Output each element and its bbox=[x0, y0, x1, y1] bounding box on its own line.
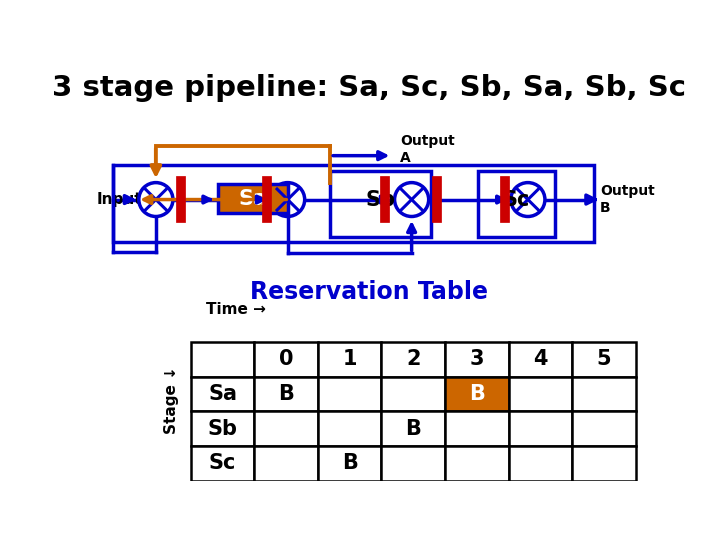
Bar bbox=[318, 342, 382, 377]
Bar bbox=[508, 411, 572, 446]
Text: 2: 2 bbox=[406, 349, 420, 369]
Text: Sa: Sa bbox=[208, 384, 237, 404]
Text: Sb: Sb bbox=[207, 418, 238, 438]
Text: Stage ↓: Stage ↓ bbox=[164, 366, 179, 434]
Bar bbox=[382, 342, 445, 377]
Bar bbox=[218, 184, 287, 213]
Bar bbox=[445, 411, 508, 446]
Bar bbox=[572, 446, 636, 481]
Text: B: B bbox=[342, 453, 358, 473]
Text: Input: Input bbox=[96, 192, 142, 207]
Bar bbox=[191, 446, 254, 481]
Text: 4: 4 bbox=[533, 349, 547, 369]
Bar bbox=[318, 446, 382, 481]
Bar bbox=[572, 342, 636, 377]
Text: Sb: Sb bbox=[366, 190, 395, 210]
Text: 3: 3 bbox=[469, 349, 484, 369]
Circle shape bbox=[395, 183, 428, 217]
Text: B: B bbox=[278, 384, 294, 404]
Bar bbox=[382, 411, 445, 446]
Bar bbox=[445, 446, 508, 481]
Bar bbox=[318, 411, 382, 446]
Bar bbox=[382, 446, 445, 481]
Bar bbox=[191, 342, 254, 377]
Text: 5: 5 bbox=[596, 349, 611, 369]
Text: Time →: Time → bbox=[206, 302, 266, 317]
Bar bbox=[254, 342, 318, 377]
Circle shape bbox=[139, 183, 173, 217]
Bar bbox=[330, 171, 431, 237]
Bar bbox=[254, 411, 318, 446]
Text: 0: 0 bbox=[279, 349, 293, 369]
Text: Output
B: Output B bbox=[600, 185, 654, 215]
Bar bbox=[445, 377, 508, 411]
Bar bbox=[572, 411, 636, 446]
Bar bbox=[382, 377, 445, 411]
Text: Sc: Sc bbox=[503, 190, 530, 210]
Bar bbox=[508, 446, 572, 481]
Text: Sc: Sc bbox=[209, 453, 236, 473]
Circle shape bbox=[271, 183, 305, 217]
Bar bbox=[191, 377, 254, 411]
Circle shape bbox=[510, 183, 545, 217]
Text: Reservation Table: Reservation Table bbox=[250, 280, 488, 304]
Bar bbox=[254, 446, 318, 481]
Bar bbox=[508, 377, 572, 411]
Text: B: B bbox=[469, 384, 485, 404]
Text: 1: 1 bbox=[343, 349, 357, 369]
Text: B: B bbox=[405, 418, 421, 438]
Bar bbox=[254, 377, 318, 411]
Text: 3 stage pipeline: Sa, Sc, Sb, Sa, Sb, Sc: 3 stage pipeline: Sa, Sc, Sb, Sa, Sb, Sc bbox=[52, 74, 686, 102]
Bar bbox=[318, 377, 382, 411]
Bar bbox=[508, 342, 572, 377]
Bar bbox=[445, 342, 508, 377]
Text: Sa: Sa bbox=[238, 189, 267, 209]
Bar bbox=[572, 377, 636, 411]
Bar bbox=[477, 171, 555, 237]
Bar bbox=[113, 165, 594, 242]
Text: Output
A: Output A bbox=[400, 134, 455, 165]
Bar bbox=[191, 411, 254, 446]
